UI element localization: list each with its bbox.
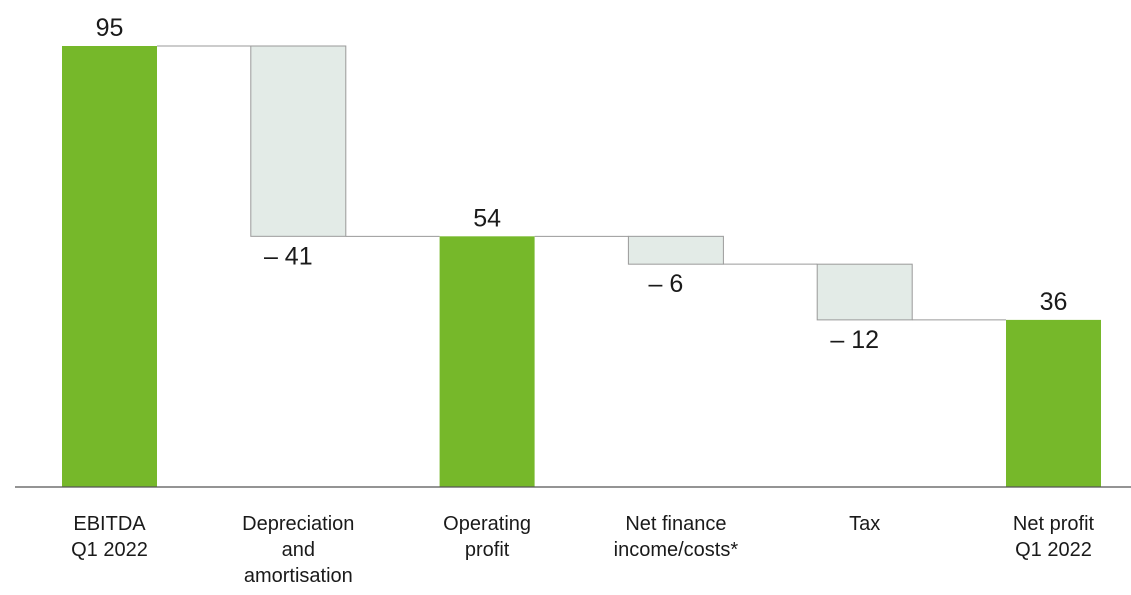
x-tick-label-line: Operating: [443, 513, 531, 535]
x-tick-label-line: and: [282, 539, 315, 561]
x-tick-label-line: amortisation: [244, 565, 353, 587]
total-bar: [62, 46, 157, 487]
x-tick-label: Tax: [849, 513, 880, 535]
value-label: 36: [1040, 288, 1068, 316]
step-bar: [627, 235, 724, 265]
x-tick-label: Operating profit: [443, 513, 531, 561]
step-bar: [816, 263, 913, 321]
x-tick-label: EBITDA Q1 2022: [71, 513, 148, 561]
x-tick-label: Depreciation and amortisation: [242, 513, 354, 587]
value-label: – 6: [649, 270, 684, 298]
x-tick-label-line: Q1 2022: [1015, 539, 1092, 561]
step-bar: [250, 45, 347, 237]
total-bar: [439, 236, 535, 487]
x-tick-label: Net profit Q1 2022: [1013, 513, 1095, 561]
x-tick-label-line: Q1 2022: [71, 539, 148, 561]
value-label: 95: [96, 14, 124, 42]
total-bar: [1006, 319, 1101, 487]
x-tick-label: Net finance income/costs*: [614, 513, 739, 561]
x-tick-label-line: EBITDA: [73, 513, 146, 535]
x-tick-label-line: Net profit: [1013, 513, 1095, 535]
value-label: 54: [473, 204, 501, 232]
value-label: – 41: [264, 242, 313, 270]
x-tick-label-line: Tax: [849, 513, 880, 535]
x-tick-label-line: profit: [465, 539, 510, 561]
x-tick-label-line: Net finance: [625, 513, 726, 535]
x-tick-label-line: income/costs*: [614, 539, 739, 561]
value-label: – 12: [830, 326, 879, 354]
x-tick-label-line: Depreciation: [242, 513, 354, 535]
